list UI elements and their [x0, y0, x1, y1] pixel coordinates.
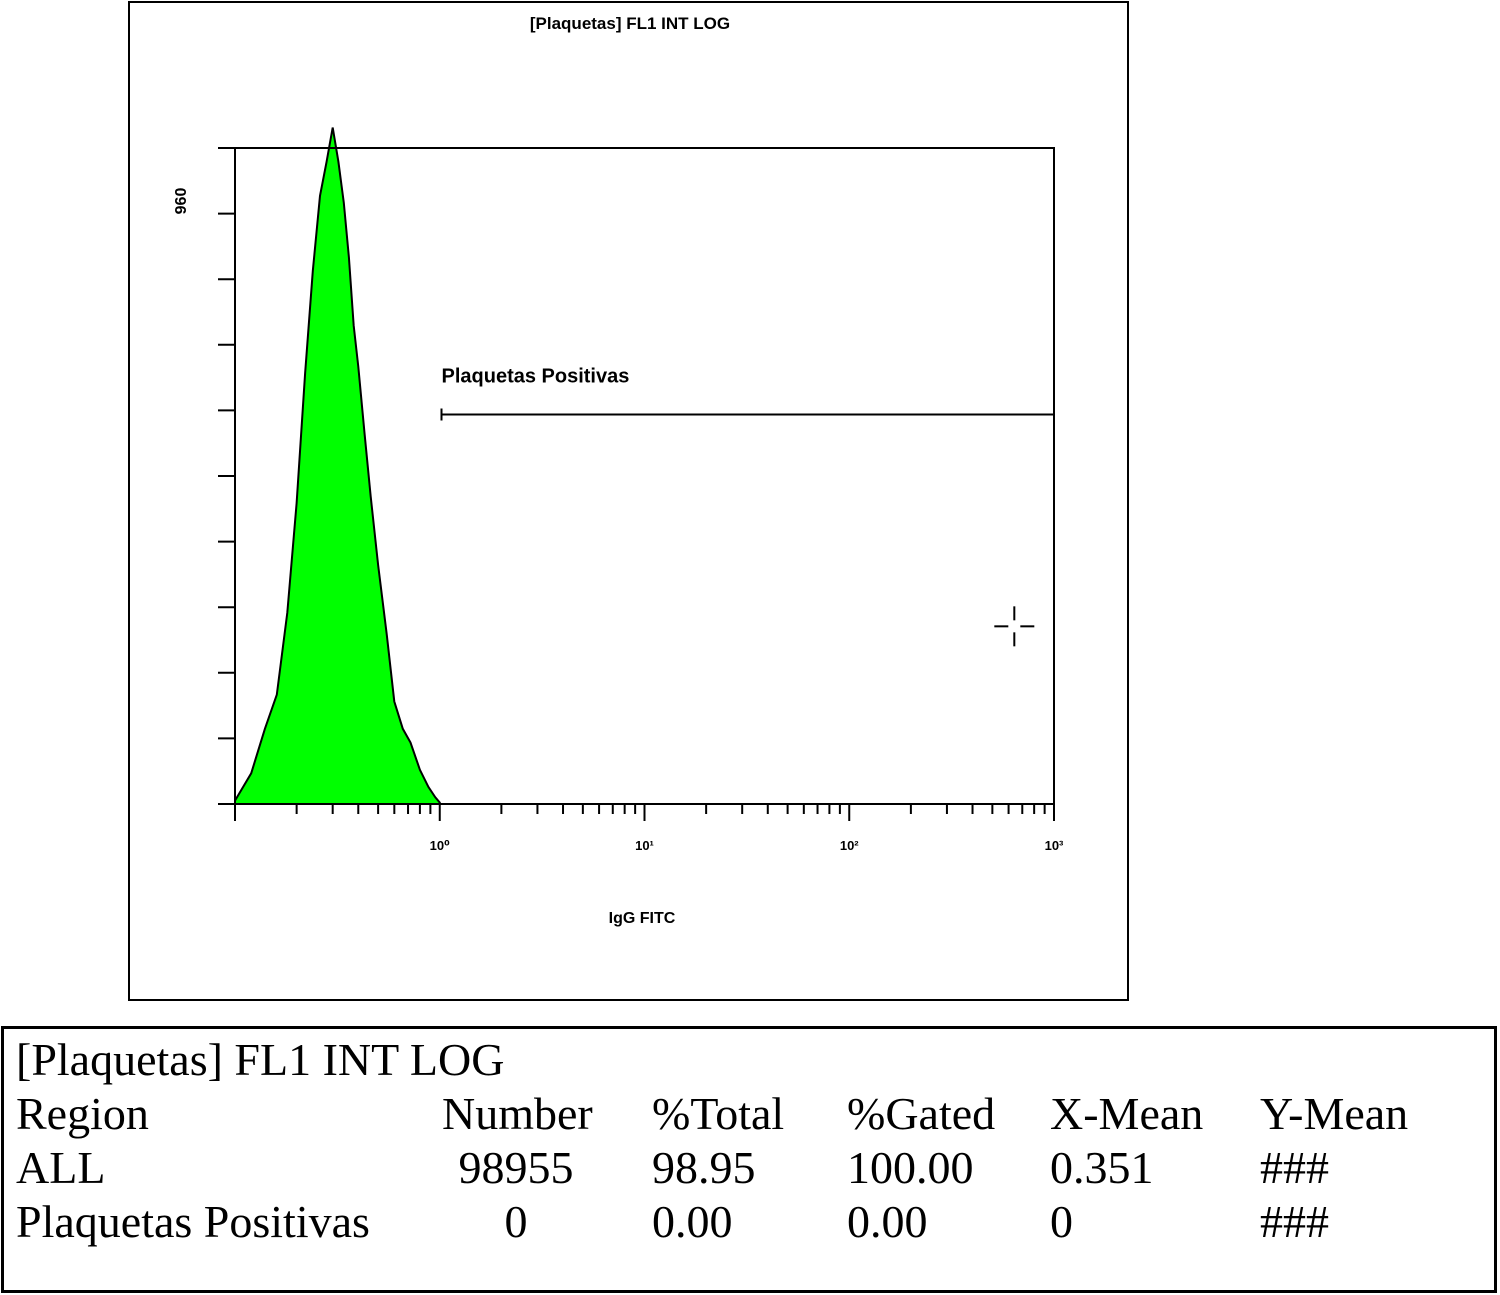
histogram-panel: [Plaquetas] FL1 INT LOG 960 10⁰ 10¹ 10² 10³… [128, 1, 1129, 1001]
x-tick-label: 10² [840, 838, 859, 853]
chart-title: [Plaquetas] FL1 INT LOG [530, 14, 730, 33]
stats-cell: 0 [1050, 1196, 1073, 1247]
y-axis-ticks [218, 147, 235, 740]
histogram-chart: [Plaquetas] FL1 INT LOG 960 10⁰ 10¹ 10² 10³… [173, 14, 1064, 927]
x-axis-tick-labels: 10⁰ 10¹ 10² 10³ [430, 838, 1064, 853]
stats-header: Number [442, 1088, 593, 1139]
stats-cell: 0 [504, 1196, 528, 1247]
y-axis-max-label: 960 [173, 188, 190, 215]
stats-region-name: Plaquetas Positivas [16, 1196, 370, 1247]
x-axis-ticks [234, 804, 1055, 821]
crosshair-cursor-icon [994, 606, 1035, 647]
stats-header: %Gated [847, 1088, 996, 1139]
stats-region-name: ALL [16, 1142, 106, 1193]
gate-marker[interactable]: Plaquetas Positivas [440, 366, 1054, 421]
stats-cell: 0.00 [652, 1196, 733, 1247]
x-tick-label: 10⁰ [430, 838, 450, 853]
stats-cell: 0.351 [1050, 1142, 1154, 1193]
stats-header: Region [16, 1088, 149, 1139]
stats-cell: 98955 [458, 1142, 574, 1193]
x-axis-label: IgG FITC [609, 910, 676, 927]
stats-header: Y-Mean [1260, 1088, 1409, 1139]
stats-title: [Plaquetas] FL1 INT LOG [16, 1034, 505, 1085]
stats-cell: 0.00 [847, 1196, 928, 1247]
stats-cell: ### [1260, 1196, 1329, 1247]
histogram-area [234, 127, 441, 805]
stats-cell: 100.00 [847, 1142, 974, 1193]
stats-header: X-Mean [1050, 1088, 1204, 1139]
x-tick-label: 10¹ [635, 838, 654, 853]
statistics-table: [Plaquetas] FL1 INT LOG Region Number %Tot… [1, 1026, 1497, 1293]
stats-cell: ### [1260, 1142, 1329, 1193]
stats-cell: 98.95 [652, 1142, 756, 1193]
stats-header: %Total [652, 1088, 785, 1139]
gate-label: Plaquetas Positivas [442, 366, 630, 388]
x-tick-label: 10³ [1045, 838, 1064, 853]
